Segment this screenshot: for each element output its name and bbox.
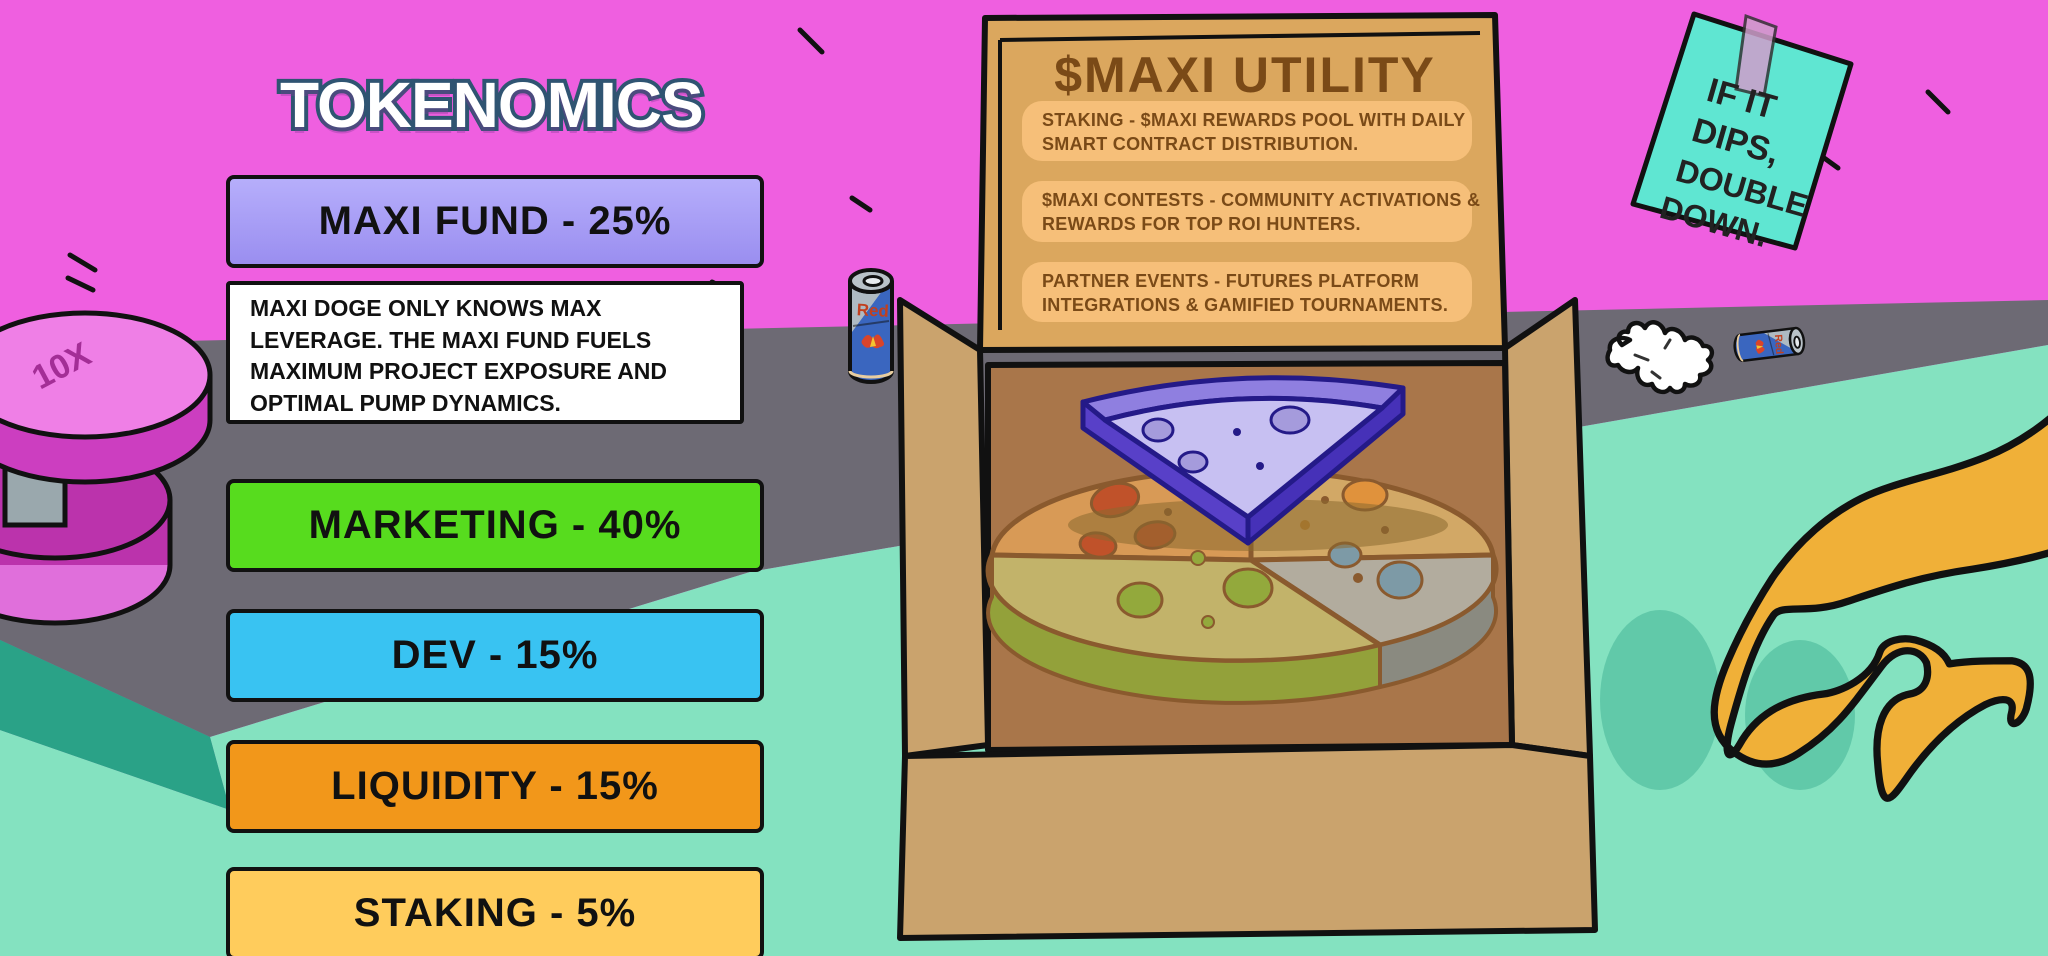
svg-text:STAKING - $MAXI REWARDS POOL W: STAKING - $MAXI REWARDS POOL WITH DAILY: [1042, 110, 1465, 130]
svg-text:SMART CONTRACT DISTRIBUTION.: SMART CONTRACT DISTRIBUTION.: [1042, 134, 1358, 154]
svg-text:$MAXI CONTESTS - COMMUNITY ACT: $MAXI CONTESTS - COMMUNITY ACTIVATIONS &: [1042, 190, 1480, 210]
svg-text:REWARDS FOR TOP ROI HUNTERS.: REWARDS FOR TOP ROI HUNTERS.: [1042, 214, 1361, 234]
svg-text:PARTNER EVENTS - FUTURES PLATF: PARTNER EVENTS - FUTURES PLATFORM: [1042, 271, 1419, 291]
svg-text:$MAXI UTILITY: $MAXI UTILITY: [1054, 47, 1436, 103]
svg-text:INTEGRATIONS & GAMIFIED TOURNA: INTEGRATIONS & GAMIFIED TOURNAMENTS.: [1042, 295, 1448, 315]
